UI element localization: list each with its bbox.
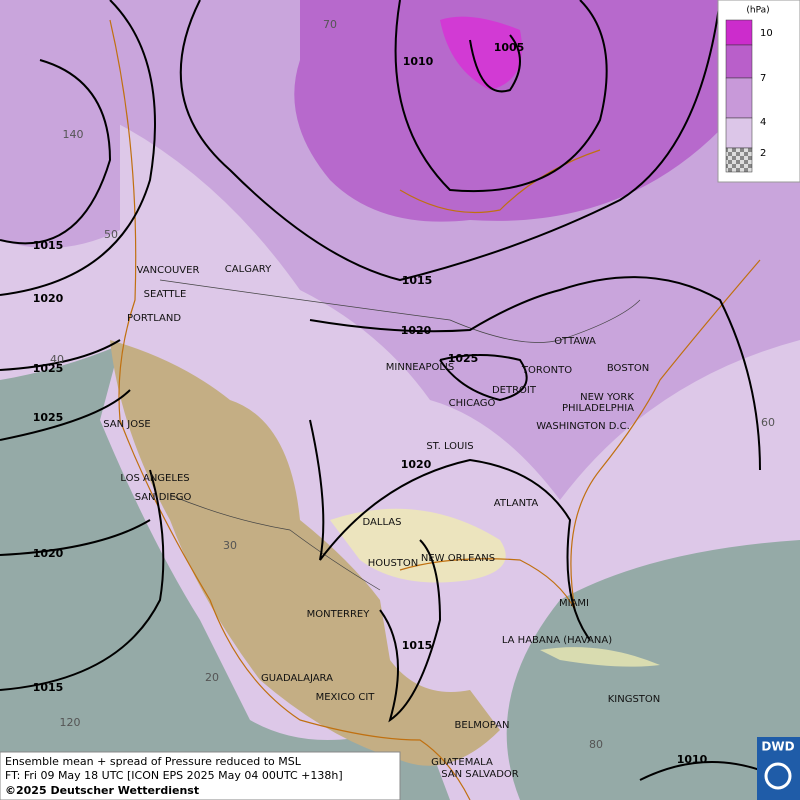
city-label: HOUSTON xyxy=(368,558,419,569)
footer-copyright: ©2025 Deutscher Wetterdienst xyxy=(5,784,199,797)
labels: VANCOUVER CALGARY SEATTLE PORTLAND SAN JOSE L… xyxy=(33,18,775,780)
city-label: NEW ORLEANS xyxy=(421,553,495,564)
city-label: SAN JOSE xyxy=(103,419,151,430)
isobar-label: 1015 xyxy=(33,239,64,252)
graticule-label: 20 xyxy=(205,671,219,684)
footer-title: Ensemble mean + spread of Pressure reduc… xyxy=(5,755,302,768)
city-label: MONTERREY xyxy=(307,609,371,620)
legend-level: 2 xyxy=(760,148,766,159)
isobar-label: 1015 xyxy=(402,274,433,287)
city-label: PHILADELPHIA xyxy=(562,403,634,414)
legend-level: 4 xyxy=(760,117,766,128)
legend: (hPa) xyxy=(717,0,800,183)
city-label: ST. LOUIS xyxy=(426,441,473,452)
borders xyxy=(159,279,641,591)
graticule-label: 40 xyxy=(50,353,64,366)
city-label: SEATTLE xyxy=(144,289,187,300)
isobar-label: 1025 xyxy=(33,362,64,375)
city-label: VANCOUVER xyxy=(137,265,200,276)
isobar-label: 1020 xyxy=(33,547,64,560)
city-label: CHICAGO xyxy=(449,398,496,409)
city-label: OTTAWA xyxy=(554,336,596,347)
isobar-label: 1020 xyxy=(401,458,432,471)
city-label: LA HABANA (HAVANA) xyxy=(502,635,612,646)
footer: Ensemble mean + spread of Pressure reduc… xyxy=(0,737,800,800)
graticule-label: 70 xyxy=(323,18,337,31)
city-label: SAN DIEGO xyxy=(135,492,192,503)
city-label: ATLANTA xyxy=(494,498,539,509)
city-label: PORTLAND xyxy=(127,313,181,324)
footer-forecast: FT: Fri 09 May 18 UTC [ICON EPS 2025 May… xyxy=(5,769,343,782)
graticule-label: 50 xyxy=(104,228,118,241)
graticule-label: 120 xyxy=(60,716,81,729)
city-label: MINNEAPOLIS xyxy=(386,362,454,373)
isobar-label: 1020 xyxy=(33,292,64,305)
city-label: DETROIT xyxy=(492,385,537,396)
legend-unit: (hPa) xyxy=(746,6,769,16)
isobar-label: 1005 xyxy=(494,41,525,54)
legend-level: 10 xyxy=(760,28,773,39)
isobar-label: 1020 xyxy=(401,324,432,337)
city-label: CALGARY xyxy=(225,264,272,275)
graticule-label: 60 xyxy=(761,416,775,429)
isobar-label: 1015 xyxy=(33,681,64,694)
city-label: MEXICO CIT xyxy=(316,692,376,703)
city-label: GUADALAJARA xyxy=(261,673,333,684)
city-label: KINGSTON xyxy=(608,694,661,705)
isobar-label: 1010 xyxy=(403,55,434,68)
city-label: MIAMI xyxy=(559,598,589,609)
logo: DWD xyxy=(761,740,794,754)
graticule-label: 80 xyxy=(589,738,603,751)
city-label: TORONTO xyxy=(521,365,572,376)
isobars xyxy=(0,0,761,781)
logo-box xyxy=(757,737,800,800)
legend-level: 7 xyxy=(760,73,766,84)
city-label: BOSTON xyxy=(607,363,649,374)
city-label: NEW YORK xyxy=(580,392,634,403)
isobar-label: 1025 xyxy=(33,411,64,424)
graticule-label: 30 xyxy=(223,539,237,552)
isobar-label: 1025 xyxy=(448,352,479,365)
city-label: DALLAS xyxy=(363,517,402,528)
city-label: WASHINGTON D.C. xyxy=(536,421,630,432)
city-label: GUATEMALA xyxy=(431,757,493,768)
city-label: SAN SALVADOR xyxy=(441,769,518,780)
city-label: BELMOPAN xyxy=(455,720,510,731)
city-label: LOS ANGELES xyxy=(120,473,189,484)
isobar-label: 1015 xyxy=(402,639,433,652)
isobar-label: 1010 xyxy=(677,753,708,766)
graticule-label: 140 xyxy=(63,128,84,141)
